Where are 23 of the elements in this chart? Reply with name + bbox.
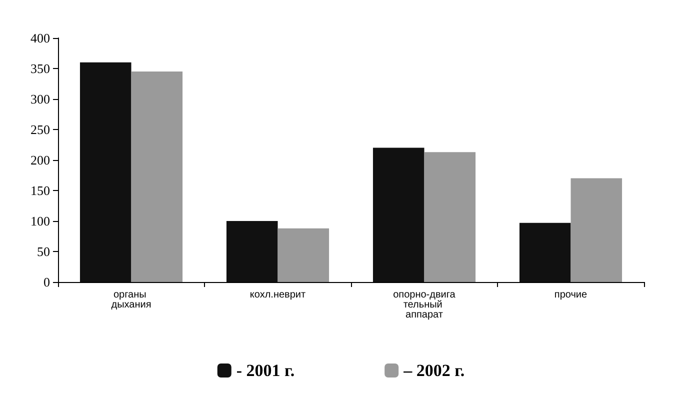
y-tick-label: 150: [30, 183, 50, 198]
bar: [131, 72, 183, 282]
y-tick-label: 100: [30, 214, 50, 228]
bar: [80, 62, 132, 282]
y-tick-label: 250: [30, 122, 50, 137]
y-tick-label: 400: [30, 30, 50, 46]
legend-label: - 2001 г.: [236, 361, 295, 380]
x-tick-label: органы дыхания: [111, 290, 152, 310]
legend-label: – 2002 г.: [402, 361, 465, 380]
bar: [570, 178, 622, 282]
y-tick-label: 300: [30, 92, 50, 106]
bar: [372, 148, 424, 282]
x-tick-label: кохл.неврит: [250, 290, 306, 300]
bar: [226, 221, 278, 282]
y-tick-label: 0: [44, 274, 50, 290]
bar: [519, 222, 571, 282]
y-tick-label: 200: [30, 152, 50, 168]
bar: [424, 152, 476, 282]
y-tick-label: 50: [37, 244, 50, 259]
x-tick-label: опорно-двигательный аппарат: [393, 290, 456, 320]
y-tick-label: 350: [30, 61, 50, 76]
bar: [278, 228, 330, 282]
x-tick-label: прочие: [554, 290, 588, 300]
